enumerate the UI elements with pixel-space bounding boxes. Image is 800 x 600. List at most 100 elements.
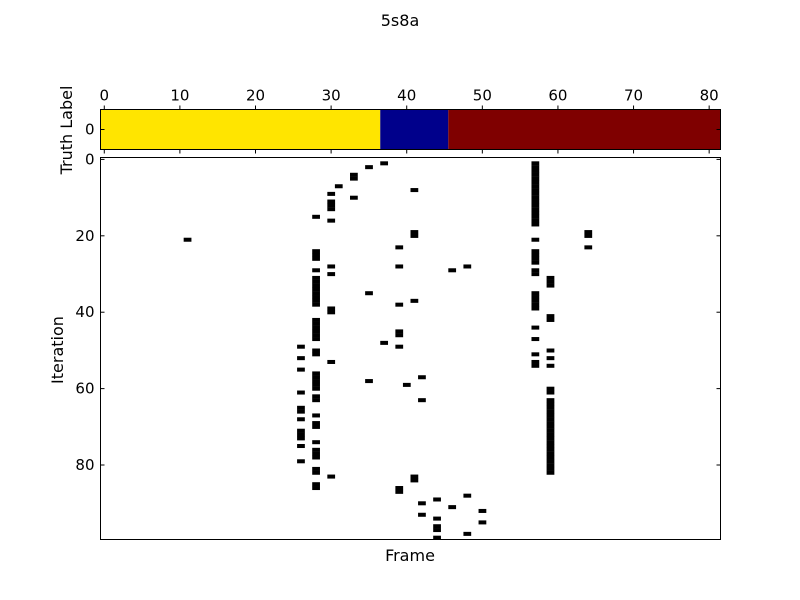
iteration-cell xyxy=(584,233,593,238)
iteration-cell xyxy=(395,302,404,307)
iteration-axis-label: Iteration xyxy=(48,316,67,384)
iteration-cell xyxy=(312,268,320,273)
iteration-y-tick-label-3: 60 xyxy=(75,380,94,398)
iteration-cell xyxy=(312,302,320,307)
iteration-cell xyxy=(327,207,336,212)
iteration-cell xyxy=(327,199,336,204)
iteration-cell xyxy=(312,275,320,280)
iteration-cell xyxy=(448,505,457,510)
iteration-cell xyxy=(395,486,404,491)
iteration-cell xyxy=(312,394,320,399)
iteration-cell xyxy=(312,291,320,296)
iteration-cell xyxy=(327,264,336,269)
iteration-cell xyxy=(312,295,320,300)
iteration-y-tick-label-1: 20 xyxy=(75,227,94,245)
iteration-cell xyxy=(312,333,320,338)
iteration-cell xyxy=(312,249,320,254)
iteration-cell xyxy=(327,306,336,311)
iteration-panel: 0 20 40 60 80 Frame Iteration xyxy=(48,150,721,565)
iteration-cell xyxy=(531,168,540,173)
iteration-cell xyxy=(546,413,555,418)
iteration-cell xyxy=(395,245,404,250)
iteration-cell xyxy=(297,390,305,395)
iteration-cell xyxy=(433,524,441,529)
iteration-cell xyxy=(531,199,540,204)
iteration-cell xyxy=(312,398,320,403)
iteration-cell xyxy=(418,375,426,380)
truth-segment-0 xyxy=(100,109,381,150)
top-x-tick-label-7: 70 xyxy=(624,87,643,105)
iteration-cell xyxy=(395,333,404,338)
iteration-cell xyxy=(531,218,540,223)
iteration-cell xyxy=(546,463,555,468)
chart-title: 5s8a xyxy=(381,11,420,30)
iteration-cell xyxy=(350,195,358,200)
iteration-cell xyxy=(546,405,555,410)
iteration-cell xyxy=(546,317,555,322)
iteration-cell xyxy=(350,176,358,181)
iteration-cell xyxy=(312,317,320,322)
iteration-cell xyxy=(350,172,358,177)
iteration-cell xyxy=(531,180,540,185)
iteration-cell xyxy=(546,421,555,426)
iteration-cell xyxy=(546,386,555,391)
iteration-cell xyxy=(546,432,555,437)
iteration-cell xyxy=(546,466,555,471)
iteration-cell xyxy=(297,432,305,437)
iteration-cell xyxy=(546,428,555,433)
iteration-cell xyxy=(531,161,540,166)
iteration-cell xyxy=(531,176,540,181)
iteration-cell xyxy=(327,310,336,315)
iteration-cell xyxy=(312,386,320,391)
iteration-cell xyxy=(297,428,305,433)
iteration-cell xyxy=(410,474,419,479)
iteration-cell xyxy=(546,314,555,319)
iteration-y-tick-label-2: 40 xyxy=(75,303,94,321)
iteration-cell xyxy=(312,321,320,326)
iteration-cell xyxy=(312,482,320,487)
truth-segment-1 xyxy=(380,109,449,150)
iteration-cell xyxy=(546,398,555,403)
iteration-cell xyxy=(531,306,540,311)
iteration-cell xyxy=(546,401,555,406)
iteration-cell xyxy=(546,455,555,460)
iteration-cell xyxy=(433,535,441,540)
iteration-cell xyxy=(312,382,320,387)
iteration-cell xyxy=(334,184,343,189)
iteration-cell xyxy=(433,516,441,521)
top-x-tick-label-2: 20 xyxy=(246,87,265,105)
iteration-cell xyxy=(327,272,336,277)
iteration-cell xyxy=(531,165,540,170)
iteration-cell xyxy=(312,413,320,418)
iteration-cell xyxy=(395,344,404,349)
iteration-cell xyxy=(531,268,540,273)
iteration-cell xyxy=(531,325,540,330)
iteration-cell xyxy=(297,405,305,410)
iteration-cell xyxy=(531,214,540,219)
iteration-cell xyxy=(410,188,419,193)
iteration-cell xyxy=(531,203,540,208)
frame-axis-label: Frame xyxy=(385,546,435,565)
iteration-cell xyxy=(546,348,555,353)
top-x-tick-label-6: 60 xyxy=(548,87,567,105)
iteration-cell xyxy=(531,253,540,258)
iteration-cell xyxy=(297,367,305,372)
iteration-cell xyxy=(312,325,320,330)
iteration-cell xyxy=(531,352,540,357)
iteration-cell xyxy=(312,470,320,475)
iteration-cell xyxy=(312,486,320,491)
iteration-cell xyxy=(531,195,540,200)
iteration-cell xyxy=(312,440,320,445)
iteration-cell xyxy=(546,283,555,288)
iteration-cell xyxy=(327,191,336,196)
iteration-cell xyxy=(312,298,320,303)
iteration-cell xyxy=(327,203,336,208)
iteration-cell xyxy=(531,188,540,193)
iteration-cell xyxy=(312,287,320,292)
top-x-tick-label-1: 10 xyxy=(170,87,189,105)
iteration-y-tick-label-0: 0 xyxy=(85,150,95,168)
iteration-cell xyxy=(297,344,305,349)
iteration-cell xyxy=(312,337,320,342)
iteration-cell xyxy=(531,184,540,189)
iteration-frame xyxy=(100,157,721,540)
